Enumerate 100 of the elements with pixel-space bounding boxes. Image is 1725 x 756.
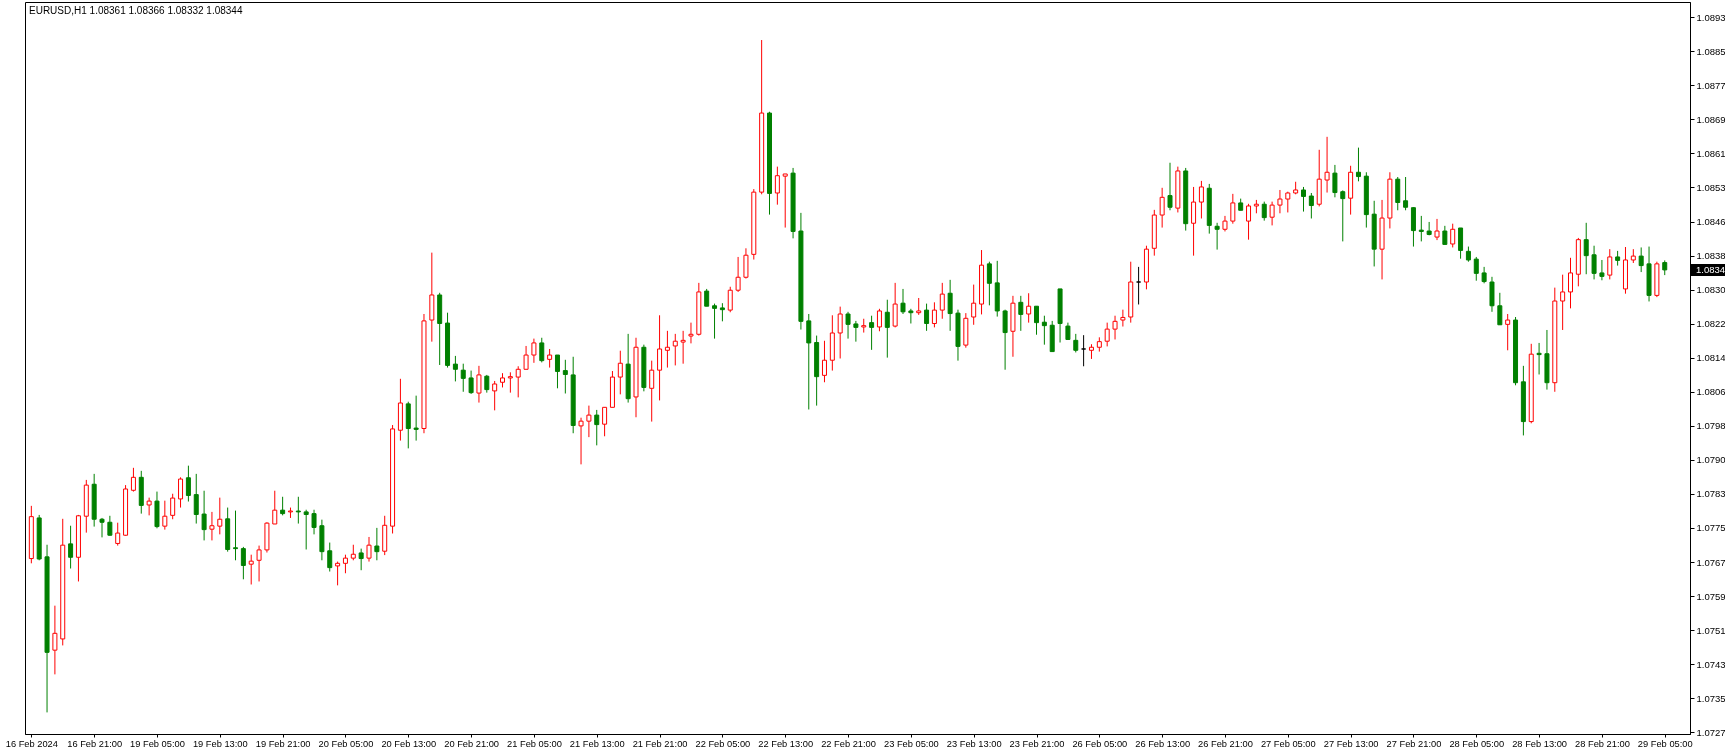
candlestick: [1120, 309, 1126, 328]
y-tick-label: 1.0735: [1696, 692, 1725, 704]
candlestick: [248, 554, 254, 585]
y-tick-label: 1.0790: [1696, 454, 1725, 466]
candlestick: [712, 303, 718, 340]
x-tick-label: 26 Feb 13:00: [1135, 738, 1191, 749]
y-tick-label: 1.0853: [1696, 181, 1725, 193]
candlestick: [1591, 245, 1597, 280]
candlestick: [837, 306, 843, 359]
candlestick: [295, 496, 301, 525]
y-tick-label: 1.0767: [1696, 556, 1725, 568]
candlestick: [256, 545, 262, 582]
candlestick: [507, 371, 513, 394]
candlestick: [1191, 186, 1197, 257]
chart-title: EURUSD,H1 1.08361 1.08366 1.08332 1.08344: [29, 5, 243, 16]
candlestick: [209, 511, 215, 541]
x-tick-label: 19 Feb 21:00: [255, 738, 311, 749]
candlestick: [162, 500, 168, 531]
x-tick-label: 20 Feb 05:00: [318, 738, 374, 749]
candlestick: [1434, 218, 1440, 241]
candlestick: [1081, 334, 1087, 367]
candlestick: [303, 509, 309, 550]
candlestick: [146, 497, 152, 516]
y-tick-label: 1.0727: [1696, 726, 1725, 738]
x-tick-label: 26 Feb 05:00: [1072, 738, 1128, 749]
candlestick: [1112, 315, 1118, 340]
candlestick: [986, 261, 992, 306]
candlestick: [939, 282, 945, 320]
y-tick-label: 1.0846: [1696, 216, 1725, 228]
candlestick: [719, 302, 725, 322]
x-tick-label: 27 Feb 21:00: [1386, 738, 1442, 749]
candlestick: [452, 355, 458, 382]
y-tick-label: 1.0806: [1696, 386, 1725, 398]
candlestick: [1308, 192, 1314, 219]
candlestick: [1505, 313, 1511, 351]
y-tick-label: 1.0775: [1696, 522, 1725, 534]
candlestick: [1473, 256, 1479, 282]
candlestick: [1269, 201, 1275, 226]
candlestick: [492, 380, 498, 411]
x-tick-label: 21 Feb 05:00: [507, 738, 562, 749]
candlestick: [1340, 189, 1346, 242]
candlestick: [688, 322, 694, 344]
candlestick: [884, 299, 890, 359]
candlestick: [664, 330, 670, 369]
x-tick-label: 29 Feb 05:00: [1637, 738, 1693, 749]
y-tick-label: 1.0830: [1696, 284, 1725, 296]
candlestick: [1041, 315, 1047, 346]
candlestick: [672, 333, 678, 366]
candlestick: [1560, 274, 1566, 331]
candlestick: [1450, 223, 1456, 248]
candlestick: [68, 525, 74, 569]
candlestick: [853, 320, 859, 343]
candlestick: [1638, 246, 1644, 273]
candlestick: [1018, 295, 1024, 332]
y-tick-label: 1.0751: [1696, 624, 1725, 636]
candlestick: [170, 493, 176, 520]
candlestick: [586, 405, 592, 438]
candlestick: [233, 510, 239, 561]
y-tick-label: 1.0783: [1696, 488, 1725, 500]
candlestick: [1395, 176, 1401, 211]
y-tick-label: 1.0759: [1696, 590, 1725, 602]
y-tick-label: 1.0861: [1696, 147, 1725, 159]
candlestick: [908, 308, 914, 324]
candlestick: [460, 363, 466, 393]
x-tick-label: 23 Feb 21:00: [1009, 738, 1065, 749]
candlestick: [1489, 276, 1495, 313]
x-tick-label: 21 Feb 21:00: [632, 738, 688, 749]
candlestick: [217, 497, 223, 535]
candlestick: [1214, 222, 1220, 251]
candlestick: [547, 348, 553, 369]
candlestick: [562, 359, 568, 394]
candlestick: [1403, 176, 1409, 211]
y-tick-label: 1.0869: [1696, 113, 1725, 125]
candlestick: [1568, 257, 1573, 309]
candlestick: [1458, 227, 1464, 260]
candlestick: [594, 409, 600, 446]
x-tick-label: 22 Feb 05:00: [695, 738, 751, 749]
candlestick: [52, 605, 58, 675]
candlestick: [1026, 292, 1032, 324]
candlestick: [1034, 305, 1040, 336]
candlestick: [1198, 180, 1204, 219]
x-tick-label: 23 Feb 13:00: [946, 738, 1002, 749]
candlestick: [931, 301, 937, 328]
candlestick: [115, 522, 121, 547]
candlestick: [1410, 206, 1416, 248]
candlestick: [342, 554, 348, 574]
candlestick: [178, 476, 184, 509]
candlestick: [185, 465, 191, 503]
candlestick: [1497, 292, 1503, 326]
candlestick: [311, 509, 317, 535]
candlestick: [1442, 225, 1448, 245]
candlestick: [971, 284, 977, 326]
candlestick: [523, 345, 529, 370]
candlestick: [900, 288, 906, 315]
candlestick: [539, 337, 545, 363]
candlestick: [1583, 222, 1589, 275]
y-tick-label: 1.0877: [1696, 79, 1725, 91]
candlestick: [272, 490, 278, 525]
candlestick: [602, 406, 608, 437]
x-tick-label: 27 Feb 05:00: [1260, 738, 1316, 749]
